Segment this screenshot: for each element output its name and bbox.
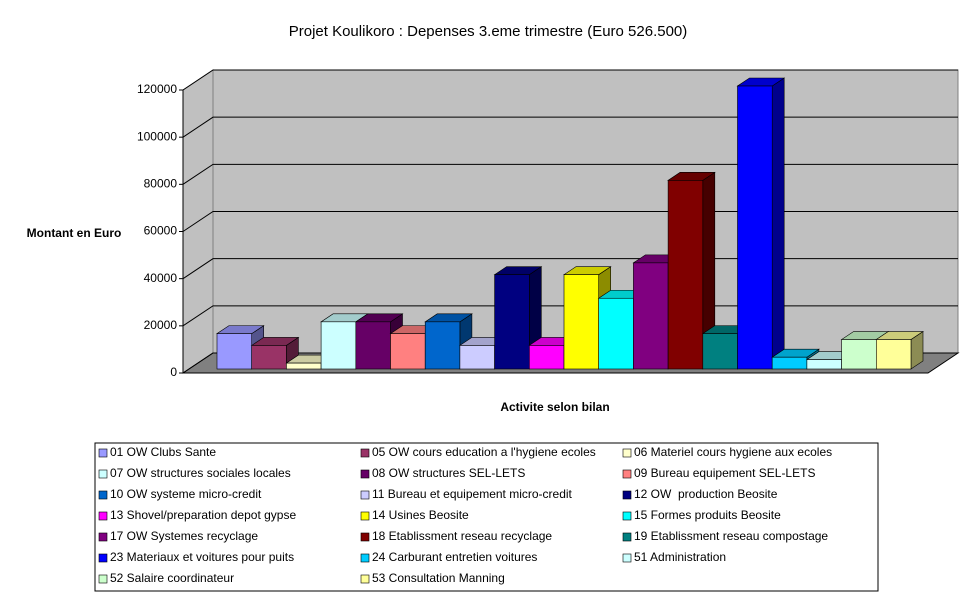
legend-label: 18 Etablissment reseau recyclage	[372, 529, 552, 543]
y-tick-label: 100000	[137, 129, 177, 143]
bar	[771, 356, 808, 370]
legend-label: 08 OW structures SEL-LETS	[372, 466, 525, 480]
legend-label: 14 Usines Beosite	[372, 508, 469, 522]
legend-label: 53 Consultation Manning	[372, 571, 505, 585]
legend-swatch	[622, 532, 632, 542]
legend-label: 01 OW Clubs Sante	[110, 445, 216, 459]
legend-label: 10 OW systeme micro-credit	[110, 487, 262, 501]
legend-label: 24 Carburant entretien voitures	[372, 550, 537, 564]
y-tick-label: 80000	[144, 177, 178, 191]
chart-title: Projet Koulikoro : Depenses 3.eme trimes…	[289, 23, 688, 40]
bar	[320, 321, 357, 370]
grid-line	[182, 163, 958, 185]
legend-label: 09 Bureau equipement SEL-LETS	[634, 466, 815, 480]
legend-label: 17 OW Systemes recyclage	[110, 529, 258, 543]
bar	[216, 333, 253, 370]
legend-box	[94, 442, 879, 592]
bar	[251, 345, 287, 370]
y-tick-label: 40000	[144, 271, 178, 285]
x-axis-label: Activite selon bilan	[500, 400, 609, 414]
bar	[875, 339, 912, 370]
legend-swatch	[360, 448, 370, 458]
y-axis-label: Montant en Euro	[27, 226, 122, 240]
legend-label: 12 OW production Beosite	[634, 487, 778, 501]
bar	[702, 333, 738, 370]
legend-label: 23 Materiaux et voitures pour puits	[110, 550, 294, 564]
bar	[841, 339, 877, 370]
legend-swatch	[360, 511, 370, 521]
bar-side	[771, 77, 785, 370]
legend-swatch	[98, 469, 108, 479]
legend-swatch	[360, 532, 370, 542]
legend-swatch	[98, 553, 108, 563]
grid-line	[182, 116, 958, 138]
bar	[494, 274, 530, 370]
y-tick-label: 60000	[144, 224, 178, 238]
legend-swatch	[98, 511, 108, 521]
bar	[355, 321, 391, 370]
bar	[528, 345, 565, 370]
legend-swatch	[98, 490, 108, 500]
legend-swatch	[98, 532, 108, 542]
bar	[667, 180, 704, 370]
y-tick-label: 0	[170, 365, 177, 379]
legend-swatch	[360, 553, 370, 563]
legend-swatch	[360, 490, 370, 500]
legend-label: 19 Etablissment reseau compostage	[634, 529, 828, 543]
legend-swatch	[622, 469, 632, 479]
legend-label: 06 Materiel cours hygiene aux ecoles	[634, 445, 832, 459]
legend-label: 52 Salaire coordinateur	[110, 571, 234, 585]
legend-label: 05 OW cours education a l'hygiene ecoles	[372, 445, 596, 459]
legend-label: 11 Bureau et equipement micro-credit	[372, 487, 573, 501]
legend-label: 15 Formes produits Beosite	[634, 508, 781, 522]
bar	[563, 274, 600, 370]
bar	[598, 297, 634, 370]
legend-swatch	[622, 511, 632, 521]
legend-swatch	[98, 574, 108, 584]
legend-label: 13 Shovel/preparation depot gypse	[110, 508, 296, 522]
y-tick-label: 20000	[144, 318, 178, 332]
legend-swatch	[98, 448, 108, 458]
legend-swatch	[622, 448, 632, 458]
bar	[424, 321, 461, 370]
legend-swatch	[360, 469, 370, 479]
grid-line	[182, 69, 958, 91]
y-tick-label: 120000	[137, 82, 177, 96]
legend-label: 07 OW structures sociales locales	[110, 466, 291, 480]
legend-swatch	[622, 490, 632, 500]
legend-swatch	[360, 574, 370, 584]
bar	[286, 362, 322, 370]
bar	[806, 359, 842, 370]
legend-swatch	[622, 553, 632, 563]
legend-label: 51 Administration	[634, 550, 726, 564]
bar	[390, 333, 426, 370]
bar	[459, 345, 495, 370]
bar	[737, 85, 773, 370]
bar	[633, 262, 669, 370]
